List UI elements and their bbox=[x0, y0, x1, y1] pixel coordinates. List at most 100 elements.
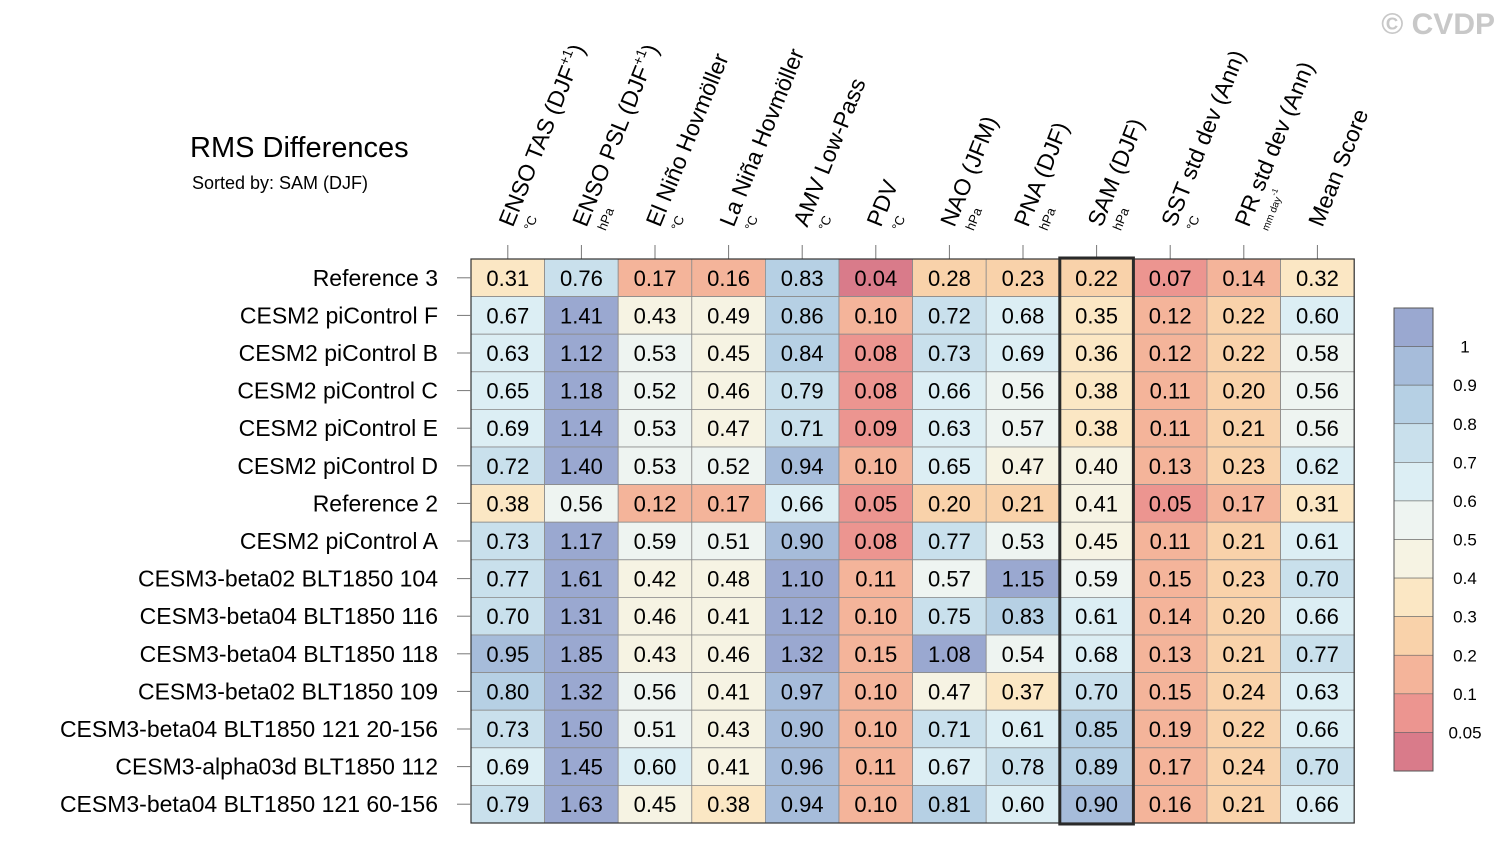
cell-value: 0.38 bbox=[1075, 379, 1118, 404]
heatmap-cell bbox=[1206, 484, 1281, 523]
cell-value: 0.51 bbox=[707, 529, 750, 554]
heatmap-cell bbox=[1133, 634, 1208, 673]
cell-value: 0.20 bbox=[928, 491, 971, 516]
cell-value: 0.77 bbox=[486, 567, 529, 592]
cell-value: 0.85 bbox=[1075, 717, 1118, 742]
colorbar-tick-label: 1 bbox=[1460, 338, 1469, 357]
cell-value: 0.31 bbox=[1296, 491, 1339, 516]
cell-value: 0.41 bbox=[1075, 491, 1118, 516]
cell-value: 0.59 bbox=[634, 529, 677, 554]
cell-value: 0.45 bbox=[1075, 529, 1118, 554]
cell-value: 0.69 bbox=[1002, 341, 1045, 366]
heatmap-cell bbox=[985, 446, 1061, 485]
cell-value: 0.17 bbox=[634, 266, 677, 291]
column-label-text: El Niño Hovmöller bbox=[641, 49, 734, 230]
heatmap-cell bbox=[1206, 747, 1281, 786]
heatmap-cell bbox=[544, 672, 619, 711]
column-label: AMV Low-Pass bbox=[788, 74, 871, 230]
column-unit-superscript: -1 bbox=[1269, 186, 1280, 196]
cell-value: 0.13 bbox=[1149, 642, 1192, 667]
heatmap-cell bbox=[765, 597, 840, 636]
cell-value: 0.21 bbox=[1222, 792, 1265, 817]
cell-value: 0.65 bbox=[928, 454, 971, 479]
heatmap-cell bbox=[838, 408, 913, 448]
heatmap-cell bbox=[1059, 408, 1134, 448]
heatmap-cell bbox=[912, 296, 987, 335]
cell-value: 0.60 bbox=[1002, 792, 1045, 817]
heatmap-cell bbox=[544, 785, 619, 824]
cell-value: 0.16 bbox=[707, 266, 750, 291]
cell-value: 0.61 bbox=[1075, 604, 1118, 629]
cell-value: 0.23 bbox=[1222, 454, 1265, 479]
heatmap-cell bbox=[1206, 446, 1281, 485]
cell-value: 1.12 bbox=[781, 604, 824, 629]
heatmap-cell bbox=[617, 371, 693, 410]
colorbar-segment bbox=[1393, 462, 1434, 502]
heatmap-cell bbox=[985, 296, 1061, 335]
heatmap-cell bbox=[985, 709, 1061, 749]
cell-value: 0.71 bbox=[781, 416, 824, 441]
heatmap-cell bbox=[617, 597, 693, 636]
cell-value: 0.96 bbox=[781, 755, 824, 780]
heatmap-cell bbox=[985, 597, 1061, 636]
row-label: CESM3-beta02 BLT1850 109 bbox=[138, 678, 438, 704]
heatmap-cell bbox=[1280, 785, 1355, 824]
heatmap-cell bbox=[838, 484, 913, 523]
cell-value: 0.60 bbox=[1296, 303, 1339, 328]
heatmap-cell bbox=[1059, 258, 1134, 297]
cell-value: 0.97 bbox=[781, 679, 824, 704]
heatmap-cell bbox=[985, 484, 1061, 523]
row-label: CESM2 piControl B bbox=[239, 340, 438, 366]
heatmap-cell bbox=[617, 296, 693, 335]
heatmap-cell bbox=[544, 408, 619, 448]
cell-value: 0.09 bbox=[854, 416, 897, 441]
cell-value: 0.53 bbox=[634, 341, 677, 366]
cell-value: 1.61 bbox=[560, 567, 603, 592]
heatmap-cell bbox=[617, 709, 693, 749]
heatmap-cell bbox=[838, 709, 913, 749]
cell-value: 0.67 bbox=[486, 303, 529, 328]
heatmap-cell bbox=[470, 747, 545, 786]
cell-value: 0.38 bbox=[707, 792, 750, 817]
cell-value: 1.32 bbox=[560, 679, 603, 704]
colorbar-tick-label: 0.05 bbox=[1448, 723, 1481, 742]
heatmap-cell bbox=[1059, 747, 1134, 786]
cell-value: 0.10 bbox=[854, 792, 897, 817]
cell-value: 0.90 bbox=[781, 717, 824, 742]
heatmap-cell bbox=[1133, 559, 1208, 598]
watermark: © CVDP bbox=[1381, 8, 1495, 41]
heatmap-cell bbox=[617, 484, 693, 523]
heatmap-cell bbox=[765, 484, 840, 523]
cell-value: 0.56 bbox=[1002, 379, 1045, 404]
cell-value: 0.79 bbox=[486, 792, 529, 817]
colorbar-segment bbox=[1393, 423, 1434, 463]
cell-value: 0.52 bbox=[634, 379, 677, 404]
heatmap-cell bbox=[912, 258, 987, 297]
heatmap-cell bbox=[912, 521, 987, 561]
row-label: Reference 3 bbox=[313, 265, 438, 291]
cell-value: 0.13 bbox=[1149, 454, 1192, 479]
heatmap-cell bbox=[1206, 408, 1281, 448]
heatmap-cell bbox=[838, 672, 913, 711]
colorbar-tick-label: 0.1 bbox=[1453, 685, 1477, 704]
column-label: Mean Score bbox=[1303, 105, 1374, 230]
cell-value: 0.66 bbox=[781, 491, 824, 516]
cell-value: 0.56 bbox=[1296, 416, 1339, 441]
column-header: PNA (DJF)hPa bbox=[1009, 118, 1074, 232]
cell-value: 0.12 bbox=[1149, 341, 1192, 366]
column-label: El Niño Hovmöller bbox=[641, 49, 734, 230]
cell-value: 0.63 bbox=[1296, 679, 1339, 704]
heatmap-cell bbox=[691, 672, 766, 711]
row-label: Reference 2 bbox=[313, 490, 438, 516]
column-label-text: ENSO PSL (DJF bbox=[567, 62, 655, 230]
heatmap-cell bbox=[912, 371, 987, 410]
heatmap-cell bbox=[985, 521, 1061, 561]
heatmap-cell bbox=[765, 747, 840, 786]
heatmap-cell bbox=[912, 446, 987, 485]
heatmap-cell bbox=[1059, 559, 1134, 598]
colorbar-tick-label: 0.9 bbox=[1453, 376, 1477, 395]
cell-value: 0.77 bbox=[1296, 642, 1339, 667]
heatmap-cell bbox=[1280, 672, 1355, 711]
heatmap-cell bbox=[544, 484, 619, 523]
cell-value: 0.56 bbox=[634, 679, 677, 704]
